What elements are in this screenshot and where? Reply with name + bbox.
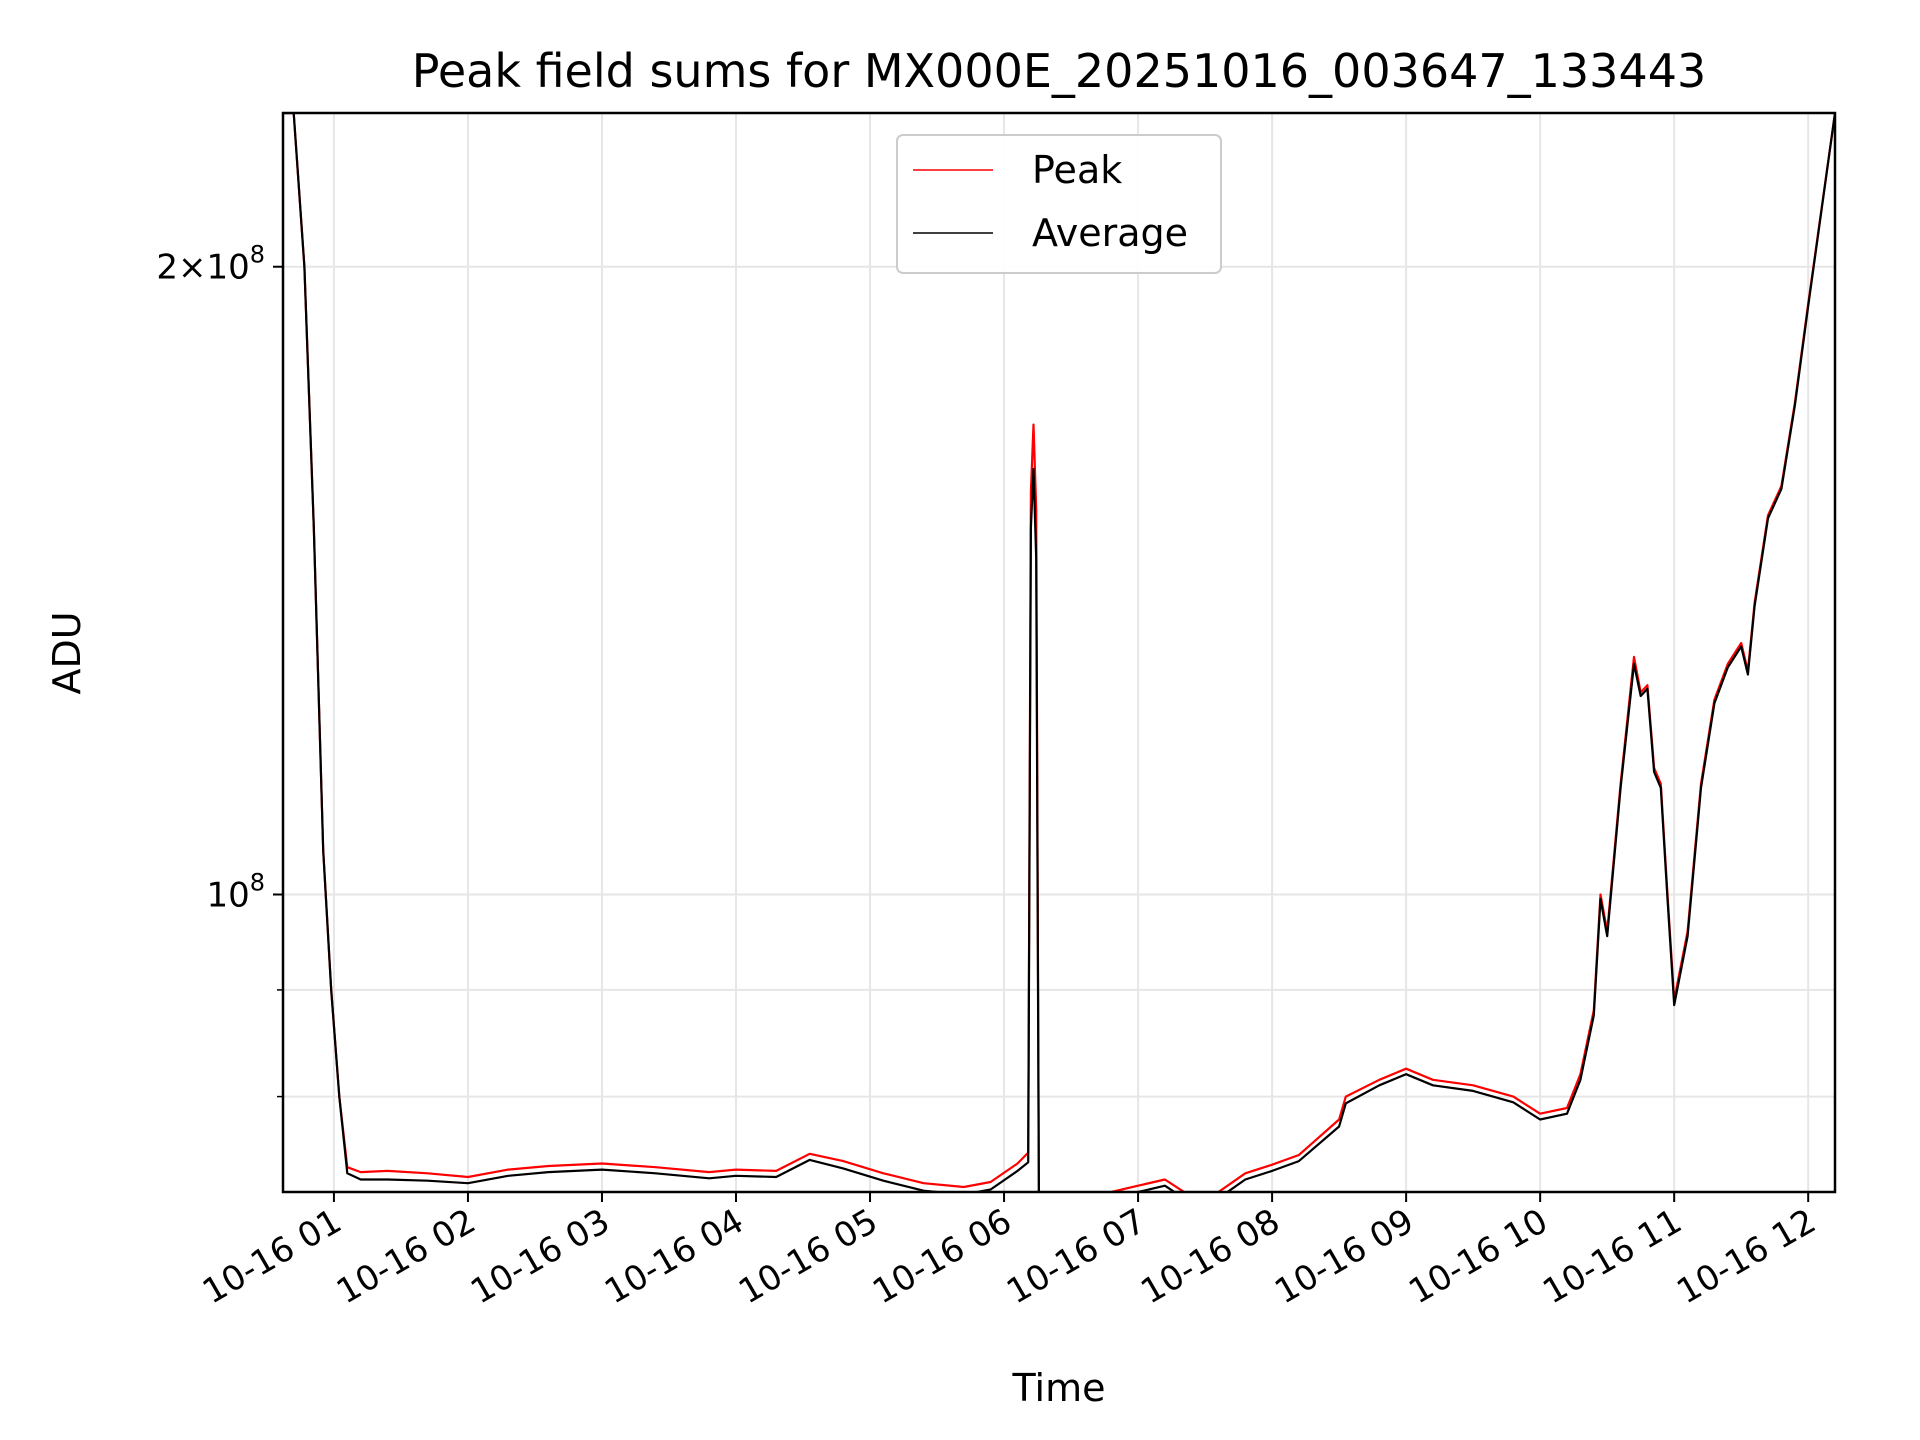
x-tick-label: 10-16 09 (1268, 1201, 1420, 1312)
x-tick-label: 10-16 06 (866, 1201, 1018, 1312)
x-tick-label: 10-16 05 (732, 1201, 884, 1312)
legend-peak-label: Peak (1032, 148, 1122, 192)
chart-title: Peak field sums for MX000E_20251016_0036… (412, 44, 1707, 98)
x-tick-label: 10-16 10 (1402, 1201, 1554, 1312)
data-layer (283, 113, 1835, 1192)
x-tick-label: 10-16 03 (464, 1201, 616, 1312)
legend: Peak Average (896, 134, 1222, 274)
plot-frame (281, 111, 1837, 1194)
series-average-line (283, 113, 1835, 1192)
x-tick-label: 10-16 02 (330, 1201, 482, 1312)
y-axis-label: ADU (45, 611, 89, 694)
grid (283, 113, 1835, 1192)
series-group (283, 113, 1835, 1192)
x-axis-label: Time (1012, 1366, 1106, 1410)
x-tick-label: 10-16 08 (1134, 1201, 1286, 1312)
y-tick-label: 108 (206, 868, 265, 915)
x-tick-label: 10-16 07 (1000, 1201, 1152, 1312)
x-tick-label: 10-16 01 (196, 1201, 348, 1312)
y-tick-label: 2×108 (156, 241, 265, 288)
series-peak-line (283, 113, 1835, 1192)
legend-average-label: Average (1032, 211, 1188, 255)
x-tick-label: 10-16 11 (1536, 1201, 1688, 1312)
x-tick-label: 10-16 12 (1670, 1201, 1822, 1312)
x-tick-label: 10-16 04 (598, 1201, 750, 1312)
